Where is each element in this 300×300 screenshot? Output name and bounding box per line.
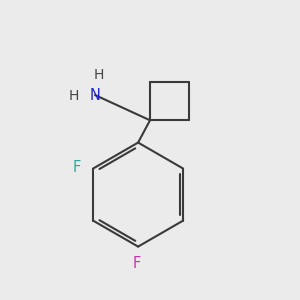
Text: N: N	[90, 88, 101, 103]
Text: F: F	[73, 160, 81, 175]
Text: H: H	[93, 68, 104, 82]
Text: F: F	[133, 256, 141, 271]
Text: H: H	[68, 89, 79, 103]
